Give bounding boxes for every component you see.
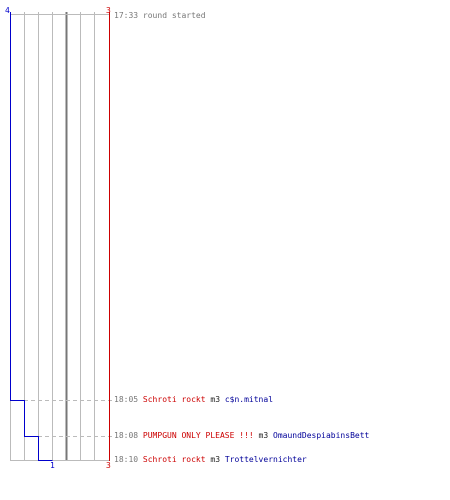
red-start-score: 3: [106, 6, 111, 15]
event-kill: 18:08 PUMPGUN ONLY PLEASE !!! m3 OmaundD…: [114, 431, 369, 441]
event-victim: OmaundDespiabinsBett: [273, 431, 370, 440]
red-end-score: 3: [106, 461, 111, 470]
blue-team-line: [10, 12, 53, 461]
event-round-start: 17:33 round started: [114, 11, 206, 21]
grid-lines: [10, 12, 109, 461]
event-action: m3: [258, 431, 269, 440]
event-time: 18:10: [114, 455, 139, 464]
event-dash-lines: [24, 400, 112, 437]
event-killer: PUMPGUN ONLY PLEASE !!!: [142, 431, 254, 440]
event-kill: 18:05 Schroti rockt m3 c$n.mitnal: [114, 395, 273, 405]
event-kill: 18:10 Schroti rockt m3 Trottelvernichter: [114, 455, 307, 465]
event-time: 18:08: [114, 431, 139, 440]
event-killer: Schroti rockt: [142, 395, 206, 404]
blue-start-score: 4: [5, 6, 10, 15]
event-time: 17:33: [114, 11, 139, 20]
event-action: m3: [210, 455, 221, 464]
blue-end-score: 1: [50, 461, 55, 470]
event-time: 18:05: [114, 395, 139, 404]
event-killer: Schroti rockt: [142, 455, 206, 464]
event-victim: Trottelvernichter: [224, 455, 307, 464]
event-text: round started: [142, 11, 206, 20]
event-victim: c$n.mitnal: [224, 395, 274, 404]
event-action: m3: [210, 395, 221, 404]
